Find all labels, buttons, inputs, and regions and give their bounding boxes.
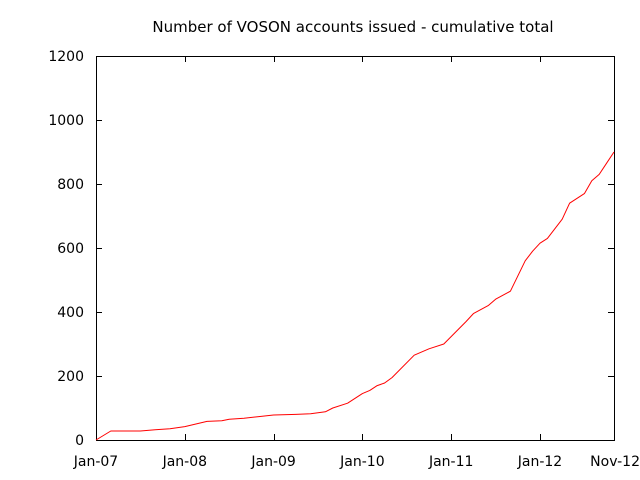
plot-frame	[96, 56, 615, 441]
x-tick-label: Jan-10	[339, 454, 384, 470]
y-tick-label: 800	[57, 177, 84, 193]
x-tick-label: Jan-11	[428, 454, 473, 470]
series-line	[95, 151, 615, 441]
y-tick-label: 200	[57, 369, 84, 385]
x-tick-label: Jan-08	[162, 454, 207, 470]
y-tick-label: 1200	[48, 49, 84, 65]
y-tick-label: 1000	[48, 113, 84, 129]
x-tick-label: Jan-07	[73, 454, 118, 470]
x-axis: Jan-07 Jan-08 Jan-09 Jan-10 Jan-11 Jan-12 Nov-…	[73, 56, 640, 470]
x-tick-label: Jan-12	[517, 454, 562, 470]
y-axis: 0 200 400 600 800 1000 1200	[48, 49, 614, 449]
y-tick-label: 0	[75, 433, 84, 449]
x-tick-label: Nov-12	[590, 454, 640, 470]
x-tick-label: Jan-09	[250, 454, 295, 470]
chart-title: Number of VOSON accounts issued - cumula…	[152, 18, 553, 36]
y-tick-label: 400	[57, 305, 84, 321]
series-group	[95, 151, 615, 441]
y-tick-label: 600	[57, 241, 84, 257]
